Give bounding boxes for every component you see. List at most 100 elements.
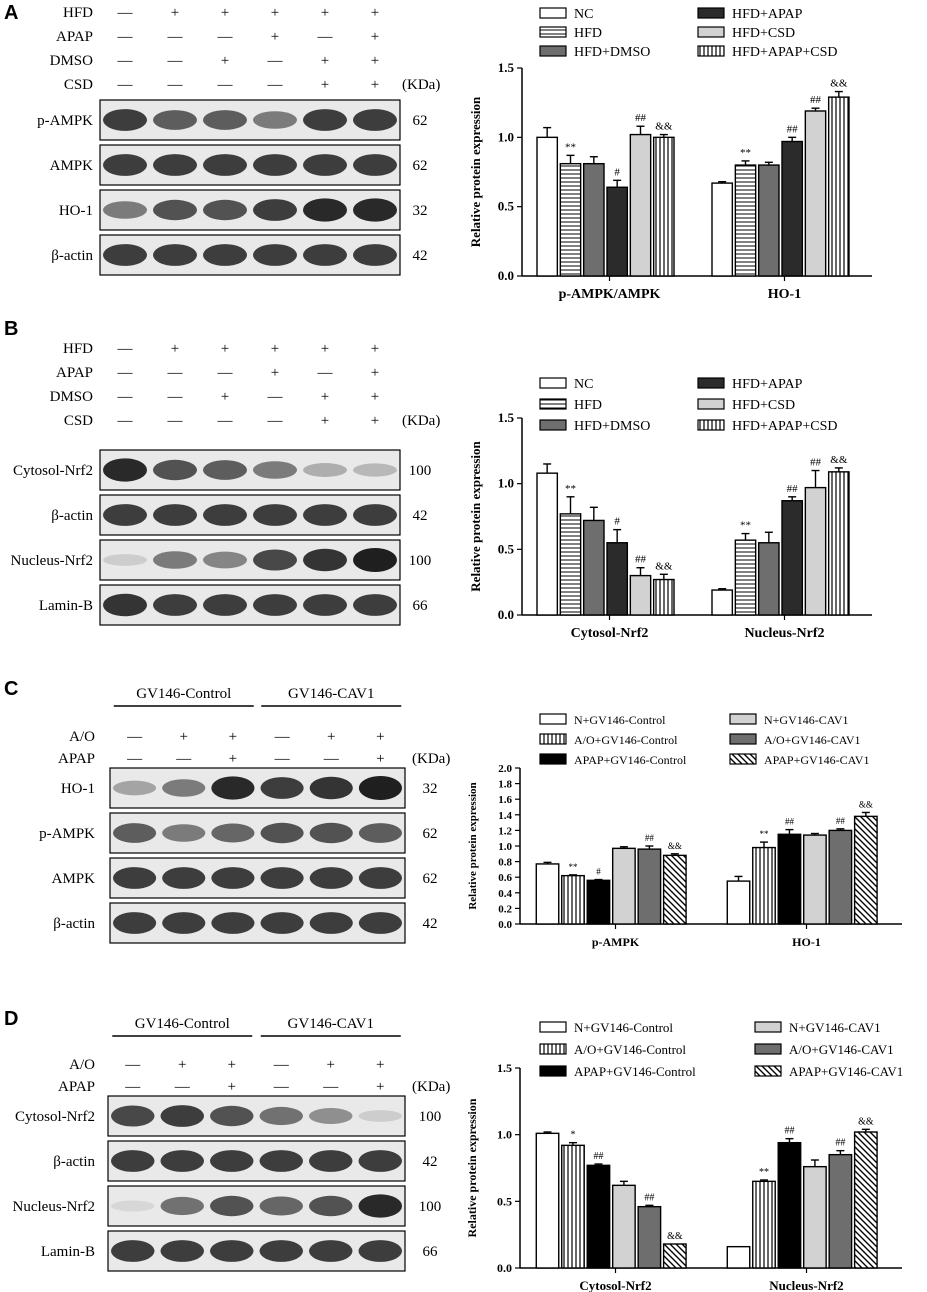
- blot-band: [253, 154, 297, 176]
- legend-swatch: [539, 26, 567, 38]
- blot-band: [353, 594, 397, 616]
- treatment-mark: +: [229, 751, 237, 767]
- blot-strip: [99, 234, 401, 276]
- treatment-mark: —: [267, 77, 284, 93]
- significance-mark: **: [565, 483, 576, 495]
- treatment-mark: +: [371, 413, 379, 429]
- blot-band: [309, 867, 353, 889]
- treatment-mark: +: [271, 341, 279, 357]
- western-blot-b: HFD — + + + + + APAP — — — + — + DMSO — — + — + + CSD — — — — + + (K…: [11, 341, 440, 626]
- bar: [535, 1132, 560, 1269]
- bar: [802, 834, 827, 925]
- legend-label: HFD+APAP: [732, 7, 803, 22]
- blot-band: [211, 867, 255, 889]
- blot-band: [253, 549, 297, 571]
- treatment-mark: +: [376, 1079, 384, 1095]
- treatment-mark: +: [271, 365, 279, 381]
- legend-label: HFD: [574, 398, 602, 413]
- y-tick-label: 0.5: [498, 199, 515, 214]
- legend-label: APAP+GV146-Control: [574, 1064, 696, 1079]
- bar: [629, 133, 652, 277]
- significance-mark: **: [568, 862, 578, 872]
- legend-label: HFD+APAP: [732, 377, 803, 392]
- treatment-label: APAP: [56, 29, 93, 45]
- x-tick-label: HO-1: [768, 287, 801, 302]
- bar: [757, 542, 780, 616]
- treatment-label: CSD: [64, 77, 93, 93]
- bar: [536, 472, 559, 616]
- western-blot-a: HFD — + + + + + APAP — — — + — + DMSO — — + — + + CSD — — — — + + (K…: [37, 5, 440, 276]
- blot-band: [309, 776, 353, 800]
- legend-swatch: [539, 1065, 567, 1077]
- kda-value: 100: [419, 1109, 442, 1125]
- y-tick-label: 0.0: [498, 268, 514, 283]
- significance-mark: ##: [835, 1138, 845, 1149]
- blot-band: [210, 1195, 254, 1217]
- blot-band: [162, 779, 206, 797]
- significance-mark: ##: [785, 817, 795, 827]
- legend-swatch: [539, 1043, 567, 1055]
- legend-swatch: [697, 419, 725, 431]
- legend-label: APAP+GV146-CAV1: [764, 753, 869, 767]
- bar: [804, 486, 827, 616]
- legend-label: HFD+CSD: [732, 26, 795, 41]
- bar: [662, 1243, 687, 1269]
- blot-band: [153, 459, 197, 481]
- treatment-label: APAP: [56, 365, 93, 381]
- y-tick-label: 0.2: [498, 903, 512, 915]
- blot-band: [253, 111, 297, 129]
- blot-band: [210, 1240, 254, 1262]
- treatment-label: APAP: [58, 751, 95, 767]
- kda-value: 66: [423, 1244, 439, 1260]
- band-label: p-AMPK: [39, 826, 95, 842]
- significance-mark: ##: [836, 816, 846, 826]
- blot-band: [259, 1150, 303, 1172]
- blot-band: [103, 109, 147, 131]
- blot-band: [162, 912, 206, 934]
- significance-mark: **: [759, 1167, 769, 1178]
- blot-band: [153, 244, 197, 266]
- blot-band: [353, 504, 397, 526]
- significance-mark: ##: [635, 112, 647, 124]
- blot-band: [358, 823, 402, 843]
- bar-chart-c: N+GV146-Control A/O+GV146-Control APAP+GV1…: [467, 713, 902, 949]
- y-tick-label: 0.0: [498, 607, 514, 622]
- blot-band: [111, 1105, 155, 1127]
- significance-mark: #: [614, 166, 620, 178]
- bar: [582, 519, 605, 616]
- blot-band: [203, 199, 247, 221]
- x-tick-label: Cytosol-Nrf2: [579, 1278, 651, 1292]
- blot-strip: [109, 812, 406, 854]
- blot-band: [111, 1200, 155, 1212]
- kda-value: 62: [413, 158, 428, 174]
- blot-band: [211, 776, 255, 800]
- band-label: Lamin-B: [39, 598, 93, 614]
- treatment-mark: —: [167, 389, 184, 405]
- legend-swatch: [539, 713, 567, 725]
- legend-label: HFD: [574, 26, 602, 41]
- treatment-label: APAP: [58, 1079, 95, 1095]
- treatment-label: DMSO: [50, 53, 94, 69]
- treatment-mark: +: [371, 341, 379, 357]
- band-label: Nucleus-Nrf2: [11, 553, 93, 569]
- treatment-mark: —: [117, 29, 134, 45]
- blot-strip: [107, 1230, 406, 1272]
- blot-band: [203, 244, 247, 266]
- blot-band: [210, 1105, 254, 1127]
- blot-band: [253, 594, 297, 616]
- y-tick-label: 2.0: [498, 763, 512, 775]
- blot-band: [203, 594, 247, 616]
- legend-label: A/O+GV146-CAV1: [764, 733, 861, 747]
- blot-band: [303, 244, 347, 266]
- significance-mark: &&: [667, 1231, 683, 1242]
- y-tick-label: 1.2: [498, 825, 512, 837]
- x-tick-label: Cytosol-Nrf2: [571, 626, 649, 641]
- bar: [629, 574, 652, 616]
- kda-value: 62: [413, 113, 428, 129]
- blot-band: [260, 867, 304, 889]
- blot-band: [153, 594, 197, 616]
- bar: [827, 96, 850, 277]
- bar: [586, 1164, 611, 1269]
- panel-d: D GV146-Control GV146-CAV1 A/O — + + — + + APAP — —…: [0, 1006, 927, 1292]
- y-tick-label: 1.5: [498, 60, 515, 75]
